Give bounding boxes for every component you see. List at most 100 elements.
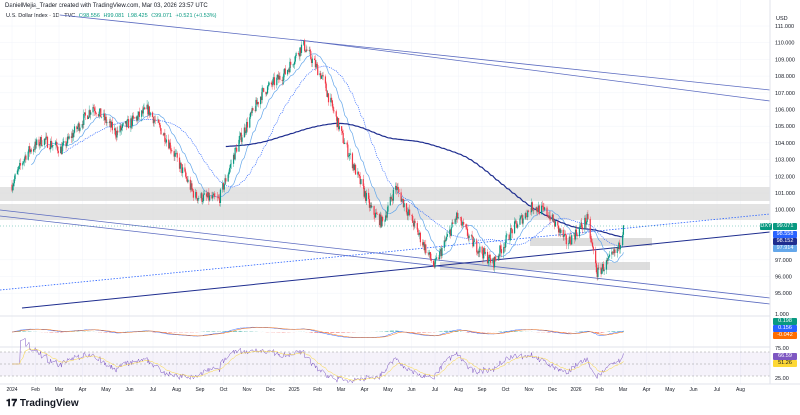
candle: [601, 262, 604, 274]
candle: [25, 154, 27, 163]
candle: [217, 194, 219, 199]
candle: [585, 220, 587, 229]
candle: [373, 205, 375, 220]
macd-histogram-bar: [281, 332, 283, 333]
macd-hist-value: -0.042: [773, 332, 797, 339]
candle: [255, 97, 257, 112]
candle: [497, 253, 499, 262]
candle: [510, 225, 513, 234]
candle: [456, 210, 459, 223]
candle: [612, 248, 614, 255]
macd-histogram-bar: [619, 331, 621, 332]
candle: [351, 152, 354, 171]
macd-histogram-bar: [240, 330, 242, 332]
candle: [547, 211, 550, 219]
macd-histogram-bar: [23, 331, 25, 332]
macd-histogram-bar: [446, 330, 448, 332]
macd-pane: [11, 326, 624, 338]
candle: [562, 227, 564, 241]
candle: [110, 120, 113, 128]
macd-histogram-bar: [336, 332, 338, 333]
candle: [246, 117, 249, 133]
candle: [70, 131, 73, 143]
candle: [121, 122, 123, 132]
candle: [276, 74, 278, 89]
ma-mid-line: [63, 65, 624, 247]
macd-histogram-bar: [228, 330, 230, 332]
candle: [116, 127, 118, 141]
macd-histogram-bar: [327, 332, 329, 334]
macd-histogram-bar: [23, 331, 25, 332]
candle: [158, 119, 161, 128]
macd-histogram-bar: [396, 330, 398, 332]
candle: [408, 208, 410, 216]
candle: [60, 142, 63, 155]
candle: [52, 145, 54, 151]
candle: [135, 115, 137, 122]
macd-histogram-bar: [579, 331, 581, 332]
candle: [293, 56, 296, 69]
macd-histogram-bar: [622, 330, 624, 332]
macd-histogram-bar: [602, 332, 604, 333]
candle: [141, 106, 144, 116]
candle: [500, 242, 502, 253]
macd-histogram-bar: [427, 332, 429, 333]
candle: [265, 91, 267, 97]
candle: [40, 135, 42, 147]
candle: [446, 232, 448, 241]
macd-histogram-bar: [479, 332, 481, 333]
candle: [514, 218, 516, 224]
candle: [395, 182, 398, 195]
rsi-value: 66.59: [773, 353, 797, 360]
macd-histogram-bar: [28, 331, 30, 332]
macd-histogram-bar: [439, 331, 441, 332]
candle: [422, 239, 424, 248]
candle: [235, 146, 237, 150]
time-tick: Jun: [125, 387, 133, 393]
candle: [114, 127, 117, 140]
candle: [581, 218, 583, 230]
macd-histogram-bar: [216, 331, 218, 332]
candle: [359, 172, 361, 188]
candle: [524, 211, 526, 220]
macd-histogram-bar: [553, 332, 555, 333]
candle: [369, 202, 371, 211]
macd-histogram-bar: [476, 332, 478, 333]
candle: [451, 219, 453, 229]
candle: [341, 126, 343, 136]
candle: [576, 233, 578, 240]
macd-histogram-bar: [548, 332, 550, 333]
candle: [279, 72, 281, 83]
macd-histogram-bar: [602, 332, 604, 333]
candle: [76, 125, 78, 133]
macd-histogram-bar: [384, 331, 386, 332]
candle: [216, 191, 218, 202]
candle: [311, 55, 313, 68]
ma-label-2: 98.152: [773, 238, 797, 245]
candle: [288, 67, 290, 75]
macd-histogram-bar: [508, 331, 510, 332]
macd-histogram-bar: [52, 332, 54, 333]
macd-histogram-bar: [335, 332, 337, 333]
macd-histogram-bar: [173, 332, 175, 333]
candle: [30, 147, 32, 154]
macd-histogram-bar: [482, 332, 484, 333]
candle: [428, 252, 430, 257]
candle: [376, 211, 378, 216]
candle: [357, 168, 359, 178]
tradingview-logo[interactable]: 𝟏𝟕 TradingView: [6, 398, 79, 409]
macd-histogram-bar: [616, 331, 618, 332]
candle: [77, 121, 79, 131]
candle: [591, 241, 594, 248]
candle: [66, 133, 69, 146]
price-tick: 105.000: [775, 124, 795, 130]
candle: [408, 204, 411, 217]
candle: [618, 239, 621, 254]
candle: [126, 119, 128, 128]
candle: [613, 246, 615, 257]
macd-histogram-bar: [514, 331, 516, 332]
candle: [387, 202, 389, 214]
candle: [527, 209, 530, 213]
time-tick: Apr: [643, 387, 651, 393]
